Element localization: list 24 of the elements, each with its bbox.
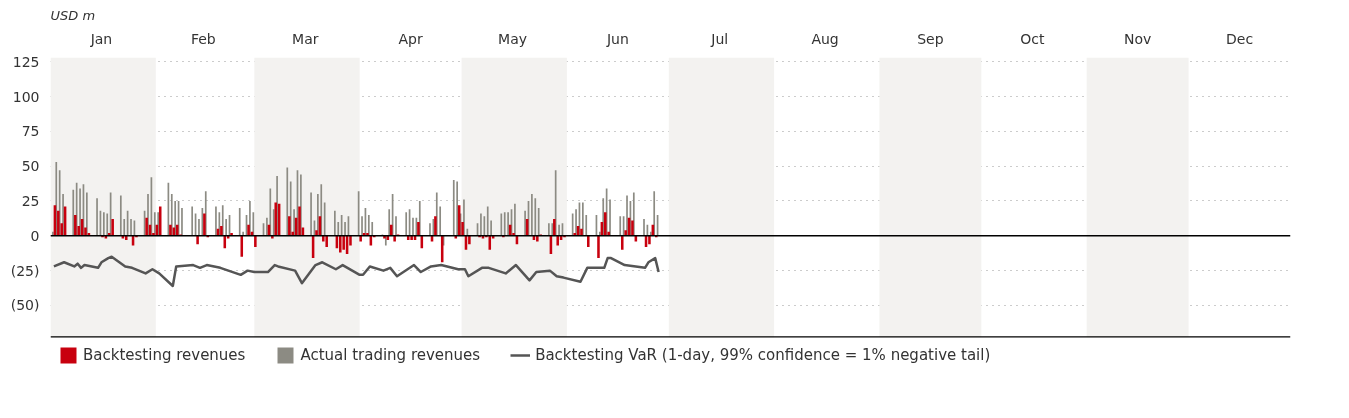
x-tick-label: May [498,30,528,47]
y-tick-label: (50) [10,297,40,314]
x-tick-label: Apr [398,30,423,47]
legend-label: Backtesting VaR (1-day, 99% confidence = 1% negative tail) [535,346,991,364]
y-tick-label: 25 [21,192,40,209]
y-tick-label: 75 [21,123,40,140]
y-tick-label: 50 [21,158,40,175]
x-tick-label: Mar [292,30,319,47]
x-tick-label: Aug [811,30,839,47]
legend-label: Backtesting revenues [83,346,246,364]
x-tick-label: Sep [917,30,944,47]
x-tick-label: Feb [190,30,216,47]
y-tick-label: 0 [30,227,40,244]
y-tick-label: 125 [12,53,40,70]
legend-label: Actual trading revenues [300,346,481,364]
y-axis-title: USD m [50,7,96,23]
x-tick-label: Oct [1020,30,1045,47]
x-tick-label: Nov [1123,30,1152,47]
y-tick-label: (25) [10,262,40,279]
y-tick-label: 100 [12,88,40,105]
x-tick-label: Jan [89,30,113,47]
x-tick-label: Jun [605,30,629,47]
x-tick-label: Dec [1226,30,1254,47]
x-tick-label: Jul [710,30,729,47]
